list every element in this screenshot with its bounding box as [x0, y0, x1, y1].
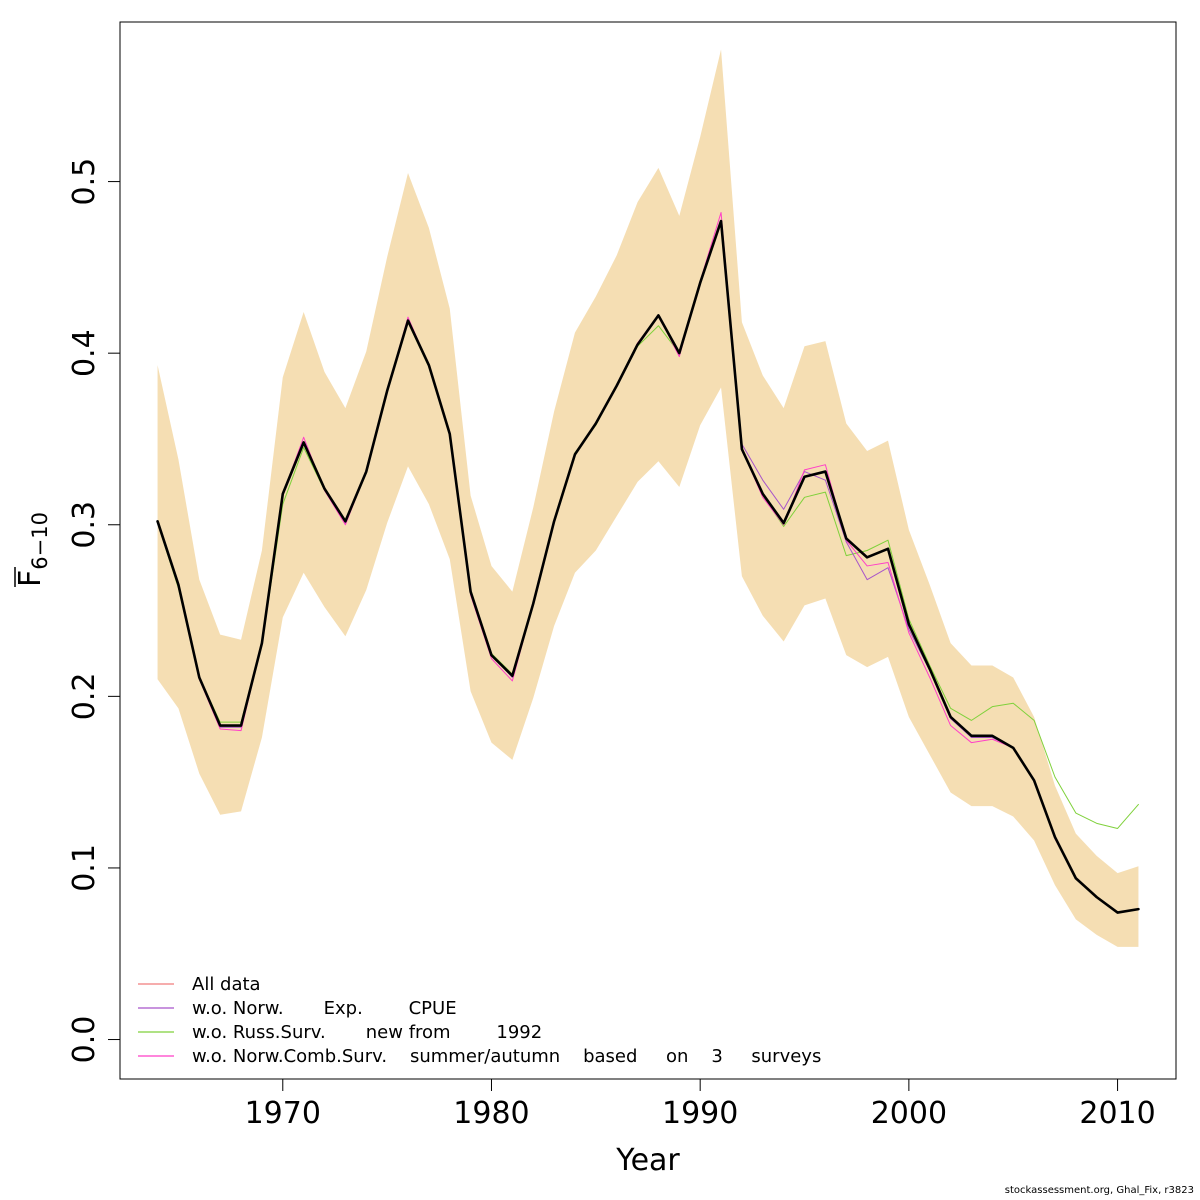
legend-label: w.o. Norw. Exp. CPUE	[192, 998, 457, 1019]
x-axis-title: Year	[615, 1143, 680, 1178]
x-tick-label: 1990	[662, 1096, 738, 1131]
y-tick-label: 0.3	[67, 501, 102, 549]
legend-label: w.o. Norw.Comb.Surv. summer/autumn based…	[192, 1046, 821, 1067]
x-tick-label: 2010	[1079, 1096, 1155, 1131]
y-tick-label: 0.2	[67, 672, 102, 720]
y-tick-label: 0.1	[67, 844, 102, 892]
legend-label: All data	[192, 974, 261, 995]
series-layer	[156, 211, 1140, 914]
x-tick-label: 1970	[245, 1096, 321, 1131]
y-tick-label: 0.0	[67, 1016, 102, 1064]
confidence-band	[157, 49, 1139, 947]
y-axis-title: F6−10	[13, 512, 52, 587]
x-tick-label: 2000	[871, 1096, 947, 1131]
y-tick-label: 0.4	[67, 329, 102, 377]
legend: All data w.o. Norw. Exp. CPUE w.o. Russ.Su…	[138, 974, 821, 1067]
plot-frame	[119, 21, 1177, 1080]
x-axis: 1970 1980 1990 2000 2010	[245, 1079, 1156, 1131]
legend-label: w.o. Russ.Surv. new from 1992	[192, 1022, 542, 1043]
y-axis-title-subscript: 6−10	[28, 512, 52, 570]
x-tick-label: 1980	[453, 1096, 529, 1131]
footer-credit: stockassessment.org, Ghal_Fix, r3823	[1004, 1185, 1194, 1196]
series-line-4	[156, 219, 1140, 914]
confidence-band-layer	[157, 49, 1139, 947]
y-axis-title-main: F	[13, 570, 48, 587]
y-tick-label: 0.5	[67, 158, 102, 206]
y-axis: 0.0 0.1 0.2 0.3 0.4 0.5	[67, 158, 120, 1064]
y-axis-title-text: F6−10	[13, 512, 52, 587]
